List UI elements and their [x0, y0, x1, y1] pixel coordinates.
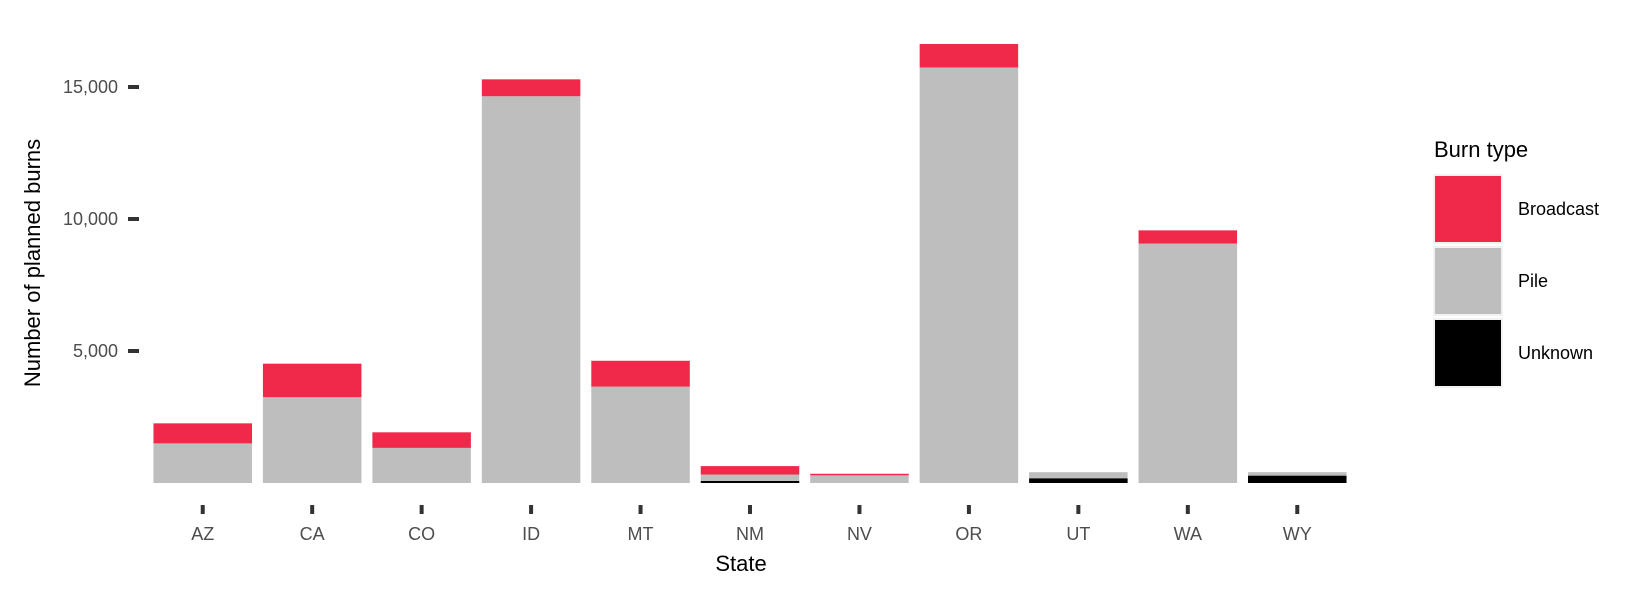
- y-tick-label: 5,000: [73, 341, 118, 361]
- bar-segment-nv-pile: [810, 475, 909, 483]
- bar-segment-wa-pile: [1138, 243, 1238, 483]
- legend-key-broadcast: [1433, 174, 1503, 244]
- bar-segment-nv-broadcast: [810, 473, 909, 476]
- bar-segment-wy-pile: [1248, 472, 1347, 476]
- legend: Burn type Broadcast Pile Unknown: [1433, 137, 1599, 388]
- bar-segment-id-pile: [481, 96, 581, 484]
- x-tick-label-mt: MT: [628, 524, 654, 544]
- legend-label-broadcast: Broadcast: [1518, 199, 1599, 219]
- bar-segment-ca-broadcast: [262, 363, 362, 398]
- x-tick-label-wy: WY: [1283, 524, 1312, 544]
- bar-segment-ut-pile: [1029, 472, 1128, 479]
- x-tick-label-or: OR: [955, 524, 982, 544]
- bar-segment-wy-unknown: [1248, 475, 1347, 483]
- x-tick-label-ut: UT: [1066, 524, 1090, 544]
- bar-segment-co-pile: [372, 447, 471, 483]
- bar-segment-mt-broadcast: [591, 360, 690, 387]
- legend-title: Burn type: [1434, 137, 1528, 162]
- x-tick-label-nm: NM: [736, 524, 764, 544]
- y-tick-label: 15,000: [63, 77, 118, 97]
- y-tick-label: 10,000: [63, 209, 118, 229]
- bar-segment-mt-pile: [591, 386, 690, 483]
- bar-segment-nm-unknown: [700, 480, 800, 483]
- x-tick-label-id: ID: [522, 524, 540, 544]
- x-axis-title: State: [715, 551, 766, 576]
- x-tick-label-wa: WA: [1174, 524, 1202, 544]
- x-axis: AZ CA CO ID MT NM NV OR UT WA WY: [191, 505, 1312, 544]
- x-tick-label-co: CO: [408, 524, 435, 544]
- legend-key-unknown: [1433, 318, 1503, 388]
- bar-segment-az-broadcast: [153, 423, 252, 444]
- legend-label-unknown: Unknown: [1518, 343, 1593, 363]
- y-axis: 5,000 10,000 15,000: [63, 77, 139, 361]
- x-tick-label-az: AZ: [191, 524, 214, 544]
- bar-segment-ca-pile: [262, 397, 362, 483]
- bar-segment-ut-unknown: [1029, 478, 1128, 483]
- bar-segment-wa-broadcast: [1138, 230, 1238, 244]
- bar-segment-nm-pile: [700, 474, 800, 481]
- bar-segment-az-pile: [153, 443, 252, 483]
- bar-segment-or-broadcast: [919, 43, 1019, 68]
- bar-segment-id-broadcast: [481, 79, 581, 97]
- legend-key-pile: [1433, 246, 1503, 316]
- y-axis-title: Number of planned burns: [20, 139, 45, 387]
- bar-segment-nm-broadcast: [700, 466, 800, 475]
- bar-segment-or-pile: [919, 67, 1019, 484]
- x-tick-label-ca: CA: [300, 524, 325, 544]
- x-tick-label-nv: NV: [847, 524, 872, 544]
- bar-segment-co-broadcast: [372, 432, 471, 448]
- bars-layer: [153, 43, 1347, 484]
- legend-label-pile: Pile: [1518, 271, 1548, 291]
